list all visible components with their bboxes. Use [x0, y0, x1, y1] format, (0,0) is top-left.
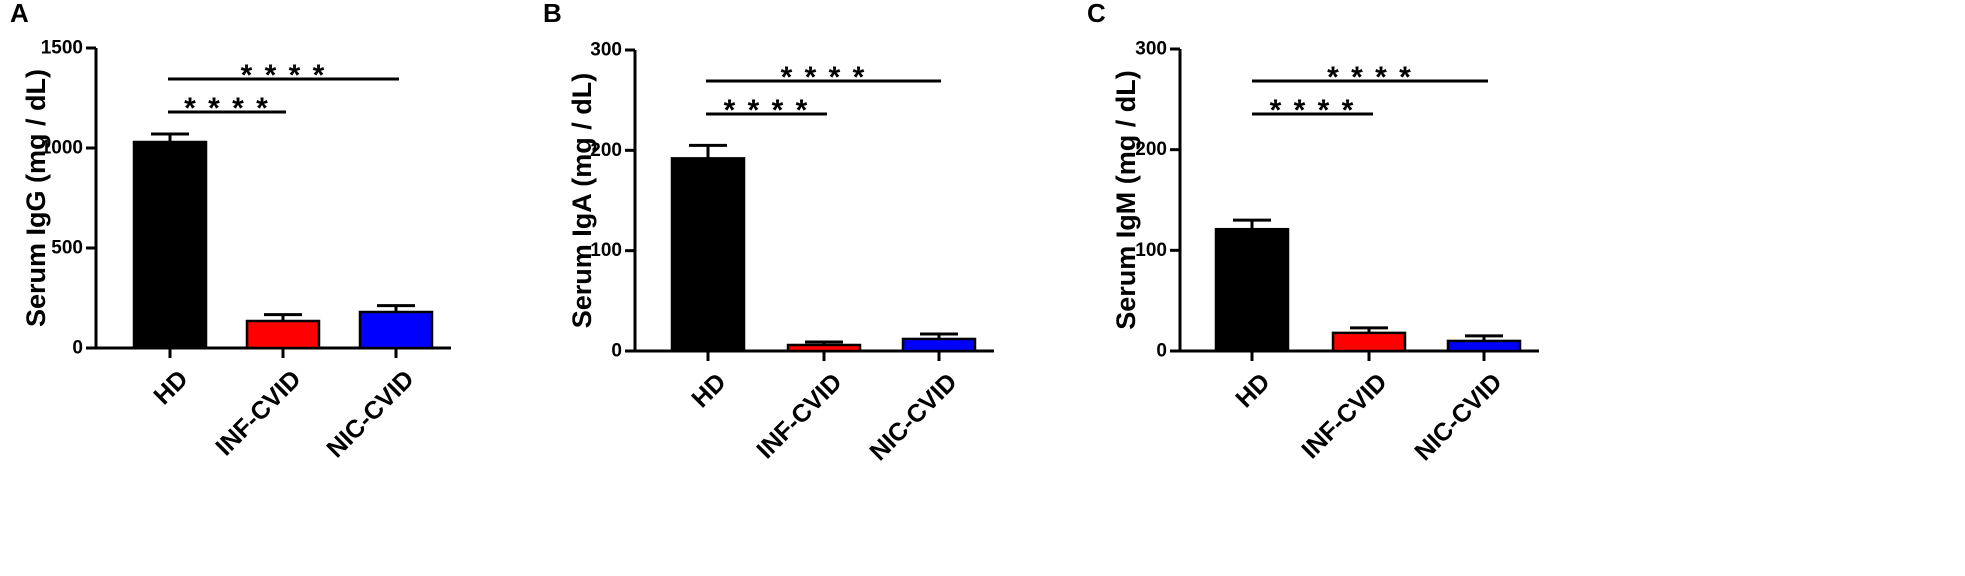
significance-label: * * * *: [1270, 94, 1356, 127]
panel-letter: A: [10, 0, 29, 28]
bar-nic-cvid: [358, 310, 434, 350]
x-tick-label-inf-cvid: INF-CVID: [210, 365, 306, 461]
panel-letter: C: [1087, 0, 1106, 28]
significance-label: * * * *: [781, 61, 867, 94]
bar-inf-cvid: [245, 319, 321, 350]
y-tick-label: 200: [1135, 139, 1167, 160]
panel-c: C Serum IgM (mg / dL) 0 100 200 300 HD INF-CVID…: [1087, 0, 1539, 466]
panel-letter: B: [543, 0, 562, 28]
bar-inf-cvid: [786, 343, 862, 353]
significance-label: * * * *: [184, 92, 270, 125]
x-tick-label-hd: HD: [686, 368, 731, 413]
y-tick-label: 100: [590, 240, 622, 261]
y-tick-label: 500: [51, 238, 83, 259]
x-tick-label-hd: HD: [1230, 368, 1275, 413]
x-tick-label-nic-cvid: NIC-CVID: [1409, 368, 1507, 466]
bar-hd: [1214, 227, 1290, 353]
x-tick-label-inf-cvid: INF-CVID: [751, 368, 847, 464]
bar-nic-cvid: [1446, 339, 1522, 353]
bar-inf-cvid: [1331, 331, 1407, 353]
y-tick-label: 300: [1135, 39, 1167, 60]
x-tick-label-nic-cvid: NIC-CVID: [864, 368, 962, 466]
y-tick-label: 0: [72, 338, 83, 359]
significance-label: * * * *: [724, 94, 810, 127]
x-tick-label-hd: HD: [148, 365, 193, 410]
y-axis-label: Serum IgA (mg / dL): [567, 73, 597, 329]
x-tick-label-inf-cvid: INF-CVID: [1296, 368, 1392, 464]
panel-b: B Serum IgA (mg / dL) 0 100 200 300 HD INF-CVID…: [543, 0, 994, 466]
significance-label: * * * *: [241, 59, 327, 92]
bar-nic-cvid: [901, 337, 977, 353]
y-axis-label: Serum IgG (mg / dL): [21, 69, 51, 327]
y-tick-label: 1500: [41, 38, 83, 59]
panel-a: A Serum IgG (mg / dL) 0 500 1000 1500 HD INF-CV…: [10, 0, 451, 463]
bar-hd: [670, 157, 746, 353]
y-tick-label: 200: [590, 140, 622, 161]
y-tick-label: 0: [1156, 341, 1167, 362]
y-tick-label: 100: [1135, 240, 1167, 261]
bar-hd: [132, 140, 208, 350]
significance-label: * * * *: [1327, 61, 1413, 94]
y-tick-label: 300: [590, 40, 622, 61]
y-tick-label: 0: [611, 341, 622, 362]
x-tick-label-nic-cvid: NIC-CVID: [321, 365, 419, 463]
y-tick-label: 1000: [41, 138, 83, 159]
y-axis-label: Serum IgM (mg / dL): [1111, 70, 1141, 330]
